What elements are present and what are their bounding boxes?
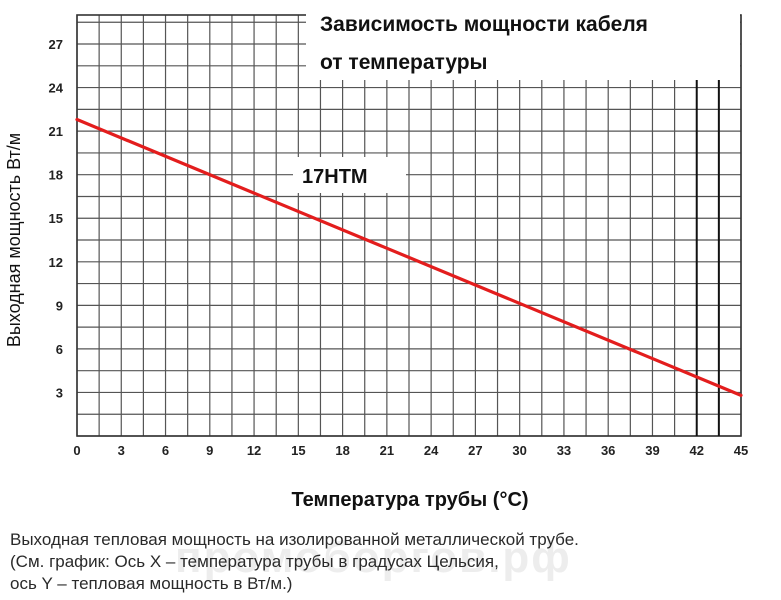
caption-line: (См. график: Ось X – температура трубы в… — [10, 552, 499, 571]
y-tick-label: 6 — [56, 342, 63, 357]
x-tick-label: 30 — [512, 443, 526, 458]
series-layer — [75, 117, 743, 397]
x-tick-label: 9 — [206, 443, 213, 458]
axis-ticks: 0 3 6 9 12 15 18 21 24 27 30 33 36 39 42 45369121518212… — [49, 37, 749, 458]
y-tick-label: 24 — [49, 81, 64, 96]
y-tick-label: 27 — [49, 37, 63, 52]
x-tick-label: 39 — [645, 443, 659, 458]
series-label: 17HTM — [302, 166, 368, 188]
x-tick-label: 12 — [247, 443, 261, 458]
x-tick-label: 45 — [734, 443, 748, 458]
x-tick-label: 21 — [380, 443, 394, 458]
caption-line: Выходная тепловая мощность на изолирован… — [10, 530, 579, 549]
y-tick-label: 3 — [56, 385, 63, 400]
caption: Выходная тепловая мощность на изолирован… — [10, 529, 778, 595]
y-tick-label: 18 — [49, 168, 63, 183]
y-tick-label: 15 — [49, 211, 63, 226]
x-tick-label: 24 — [424, 443, 439, 458]
series-label-box: 17HTM — [293, 157, 406, 193]
chart-title-line: от температуры — [320, 51, 488, 74]
x-tick-label: 33 — [557, 443, 571, 458]
x-tick-label: 6 — [162, 443, 169, 458]
x-tick-label: 27 — [468, 443, 482, 458]
y-tick-label: 9 — [56, 298, 63, 313]
caption-line: ось Y – тепловая мощность в Вт/м.) — [10, 574, 293, 593]
y-axis-label: Выходная мощность Вт/м — [4, 133, 24, 347]
x-tick-label: 3 — [118, 443, 125, 458]
x-tick-label: 15 — [291, 443, 305, 458]
x-tick-label: 42 — [689, 443, 703, 458]
y-tick-label: 21 — [49, 124, 63, 139]
series-line-17htm — [75, 117, 743, 397]
x-tick-label: 18 — [335, 443, 349, 458]
x-axis-label: Температура трубы (°C) — [291, 489, 528, 511]
chart-title-line: Зависимость мощности кабеля — [320, 13, 648, 36]
y-tick-label: 12 — [49, 255, 63, 270]
title-box — [306, 4, 740, 80]
chart-title: Зависимость мощности кабеля от температу… — [320, 13, 648, 74]
x-tick-label: 36 — [601, 443, 615, 458]
x-tick-label: 0 — [73, 443, 80, 458]
